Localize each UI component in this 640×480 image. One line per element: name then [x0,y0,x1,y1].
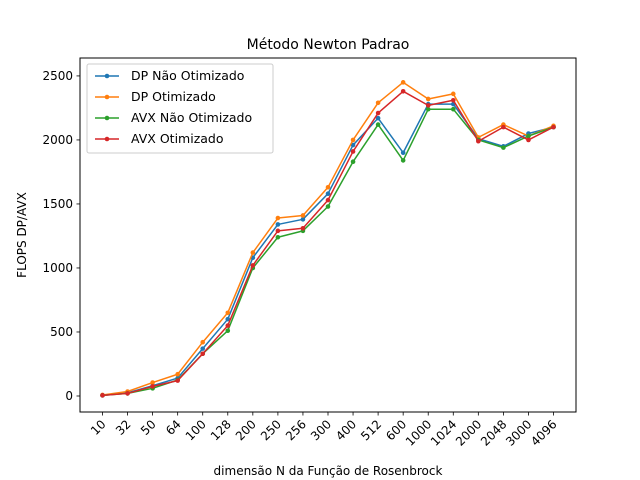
x-tick-label: 64 [163,417,184,438]
data-point [275,228,281,234]
data-point [125,391,130,396]
y-axis-label: FLOPS DP/AVX [15,192,29,278]
x-tick-label: 2048 [478,417,509,448]
data-point [175,378,180,383]
x-tick-label: 50 [138,417,159,438]
data-point [150,384,155,389]
x-tick-label: 100 [183,417,209,443]
data-point [275,222,281,227]
data-point [225,323,231,328]
data-point [425,106,431,112]
x-tick-label: 128 [208,417,234,443]
data-point [501,145,506,150]
data-point [200,346,206,351]
data-point [400,88,406,94]
data-point [350,149,356,154]
x-tick-label: 2000 [453,417,484,448]
data-point [526,137,531,143]
data-point [400,158,406,163]
data-point [350,159,356,165]
data-point [400,150,406,156]
x-tick-label: 1024 [428,417,459,448]
y-tick-label: 1000 [42,261,73,275]
legend: DP Não Otimizado DP Otimizado AVX Não Otim… [86,63,274,154]
data-point [375,122,381,127]
plot-area [100,80,556,398]
x-tick-label: 300 [308,417,334,443]
legend-marker [104,94,110,100]
legend-label: DP Não Otimizado [131,68,244,83]
data-point [275,234,281,240]
data-point [450,91,456,97]
y-tick-label: 0 [65,389,73,403]
legend-label: AVX Não Otimizado [131,110,252,125]
data-point [375,100,381,106]
data-point [551,124,556,130]
data-point [425,103,431,108]
data-point [476,138,481,144]
data-point [400,80,406,85]
data-point [300,225,306,231]
data-point [350,137,356,143]
data-point [375,110,381,116]
x-tick-label: 200 [233,417,259,443]
data-point [275,215,281,221]
data-point [450,106,456,112]
data-point [250,250,256,255]
legend-marker [104,115,110,121]
data-point [300,217,306,222]
data-point [425,96,431,102]
data-point [526,133,531,139]
data-point [450,97,456,103]
legend-marker [104,73,110,79]
series-3 [100,88,556,398]
x-tick-label: 4096 [528,417,559,448]
data-point [325,191,331,197]
data-point [225,328,231,334]
x-tick-label: 10 [88,417,109,438]
data-point [200,351,206,357]
data-point [325,204,331,209]
data-point [300,213,306,218]
chart-title: Método Newton Padrao [247,37,410,53]
data-point [150,380,155,385]
x-tick-label: 3000 [503,417,534,448]
data-point [375,115,381,121]
data-point [175,371,180,377]
x-tick-label: 256 [283,417,309,443]
x-tick-label: 32 [113,417,134,438]
legend-label: DP Otimizado [131,89,216,104]
y-tick-label: 2000 [42,133,73,147]
y-tick-label: 500 [50,325,73,339]
x-tick-label: 400 [333,417,359,443]
data-point [501,124,506,130]
data-point [225,310,231,316]
x-axis-label: dimensão N da Função de Rosenbrock [214,464,443,478]
legend-label: AVX Otimizado [131,131,224,146]
y-tick-label: 2500 [42,69,73,83]
data-point [200,339,206,345]
legend-marker [104,136,110,142]
x-tick-label: 250 [258,417,284,443]
x-tick-label: 512 [358,417,384,443]
data-point [325,197,331,203]
x-tick-label: 1000 [403,417,434,448]
y-tick-label: 1500 [42,197,73,211]
data-point [350,142,356,148]
data-point [250,263,256,268]
legend-box [86,63,274,154]
data-point [325,185,331,190]
data-point [225,316,231,322]
data-point [100,393,105,398]
